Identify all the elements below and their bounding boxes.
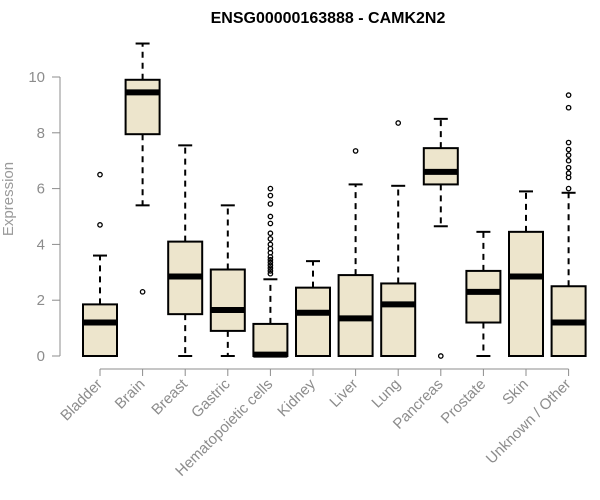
box-skin [508,230,544,357]
box-kidney [295,286,331,357]
x-tick-label-prostate: Prostate [438,376,490,428]
outlier-point [437,353,444,359]
outlier-point [565,152,572,158]
outlier-point [565,146,572,153]
outlier-point [267,262,274,269]
outlier-point [97,222,103,228]
outlier-point [267,220,274,227]
outlier-point [97,171,103,178]
outlier-point [565,185,572,192]
box-brain [124,78,161,136]
chart-title: ENSG00000163888 - CAMK2N2 [211,10,446,27]
outlier-point [267,230,274,237]
box-lung [380,282,417,357]
outlier-point [267,259,274,266]
y-axis-label: Expression [0,162,17,236]
outlier-point [395,120,402,126]
outlier-point [267,270,274,277]
outlier-point [565,170,572,177]
x-tick-label-breast: Breast [148,375,191,418]
outlier-point [565,104,572,111]
x-tick-label-skin: Skin [499,376,532,409]
box-prostate [465,269,502,324]
outlier-point [565,164,572,171]
box-bladder [82,303,118,358]
x-tick-label-lung: Lung [368,376,404,412]
y-tick-label: 0 [37,348,45,365]
outlier-point [352,148,359,154]
outlier-point [267,256,274,263]
outlier-point [139,288,146,295]
outlier-point [267,192,274,199]
y-tick-label: 2 [37,292,45,309]
x-tick-label-kidney: Kidney [274,375,319,420]
outlier-point [267,185,274,192]
x-tick-label-brain: Brain [112,376,149,413]
outlier-point [565,92,572,98]
outlier-point [267,201,274,207]
outlier-point [267,213,274,220]
outlier-point [267,235,274,242]
outlier-point [565,157,572,164]
outlier-point [267,241,274,248]
x-tick-label-bladder: Bladder [57,376,106,425]
box-pancreas [422,147,459,186]
y-tick-label: 8 [37,125,45,142]
box-hematopoietic-cells [252,322,289,358]
outlier-point [565,139,572,146]
x-tick-label-liver: Liver [326,376,361,411]
y-tick-label: 6 [37,181,45,198]
y-tick-label: 10 [28,69,45,86]
outlier-point [267,265,274,271]
y-tick-label: 4 [37,236,45,253]
outlier-point [267,268,274,274]
box-gastric [209,268,246,332]
